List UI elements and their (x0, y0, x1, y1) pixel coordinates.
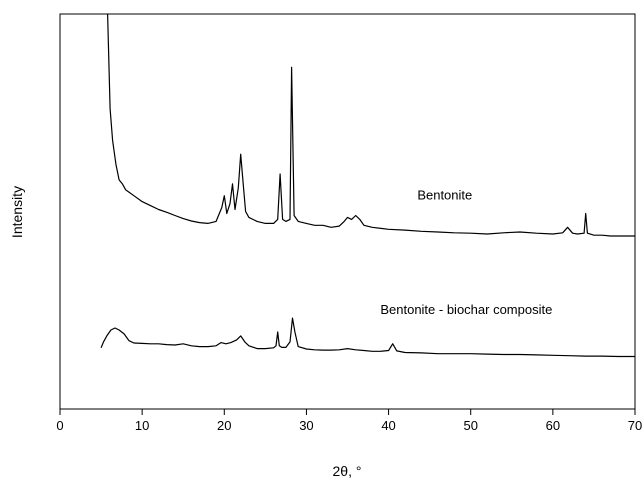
x-tick-label: 60 (546, 418, 560, 433)
x-tick-label: 10 (135, 418, 149, 433)
x-axis-ticks: 0 10 20 30 40 50 60 70 (56, 409, 642, 433)
x-tick-label: 70 (628, 418, 642, 433)
series-layer (100, 13, 635, 358)
x-tick-label: 50 (463, 418, 477, 433)
x-tick-label: 0 (56, 418, 63, 433)
x-tick-label: 20 (217, 418, 231, 433)
series-line-bentonite-biochar-composite (100, 317, 635, 358)
plot-area-frame (59, 13, 636, 410)
series-annotation: Bentonite (417, 188, 472, 203)
y-axis-title: Intensity (9, 186, 25, 238)
x-tick-label: 30 (299, 418, 313, 433)
x-tick-label: 40 (381, 418, 395, 433)
x-axis-title: 2θ, ° (333, 463, 362, 479)
series-line-bentonite (107, 13, 635, 237)
series-annotation: Bentonite - biochar composite (380, 302, 552, 317)
annotation-layer: Bentonite Bentonite - biochar composite (380, 188, 552, 318)
